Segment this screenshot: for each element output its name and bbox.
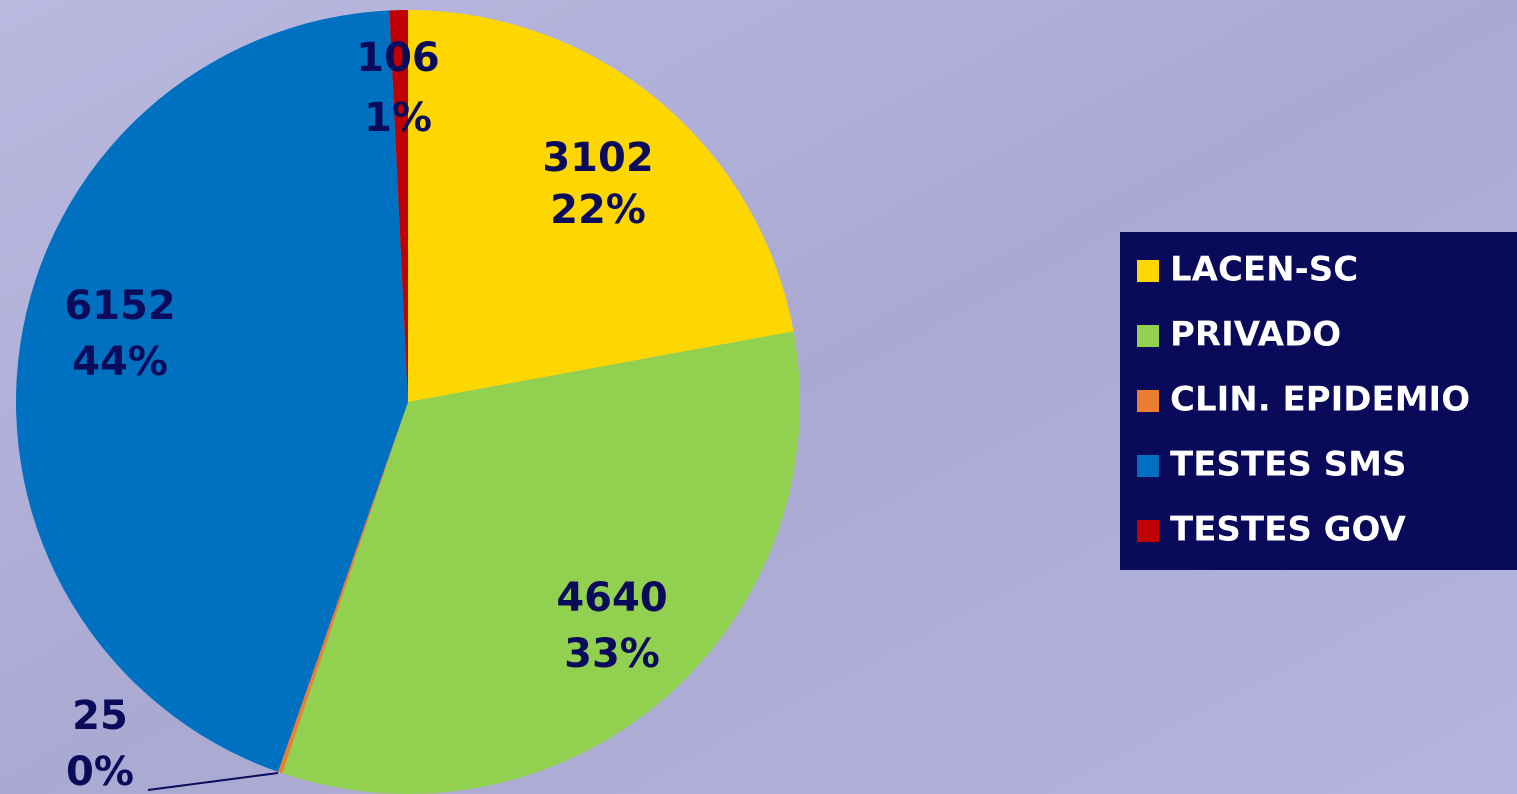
legend-label: LACEN-SC (1170, 250, 1358, 290)
data-label: 6152 (64, 283, 175, 329)
leader-line (147, 772, 279, 791)
legend-swatch (1137, 325, 1159, 347)
percent-label: 0% (66, 749, 134, 794)
legend-swatch (1137, 390, 1159, 412)
legend-swatch (1137, 520, 1159, 542)
legend-box (1120, 232, 1517, 570)
legend-label: TESTES SMS (1170, 445, 1406, 485)
data-label: 3102 (542, 135, 653, 181)
pie-slice (389, 10, 408, 402)
data-label: 4640 (556, 575, 667, 621)
data-label: 25 (72, 693, 128, 739)
pie-slice (16, 10, 409, 772)
legend-label: PRIVADO (1170, 315, 1341, 355)
data-label: 106 (356, 35, 440, 81)
pie-slice (408, 10, 794, 402)
pie-slice (282, 331, 800, 794)
legend-swatch (1137, 260, 1159, 282)
pie-slice (278, 402, 408, 774)
legend-label: CLIN. EPIDEMIO (1170, 380, 1470, 420)
percent-label: 33% (564, 631, 660, 677)
percent-label: 44% (72, 339, 168, 385)
legend-swatch (1137, 455, 1159, 477)
percent-label: 1% (364, 95, 432, 141)
legend-label: TESTES GOV (1170, 510, 1407, 550)
percent-label: 22% (550, 187, 646, 233)
